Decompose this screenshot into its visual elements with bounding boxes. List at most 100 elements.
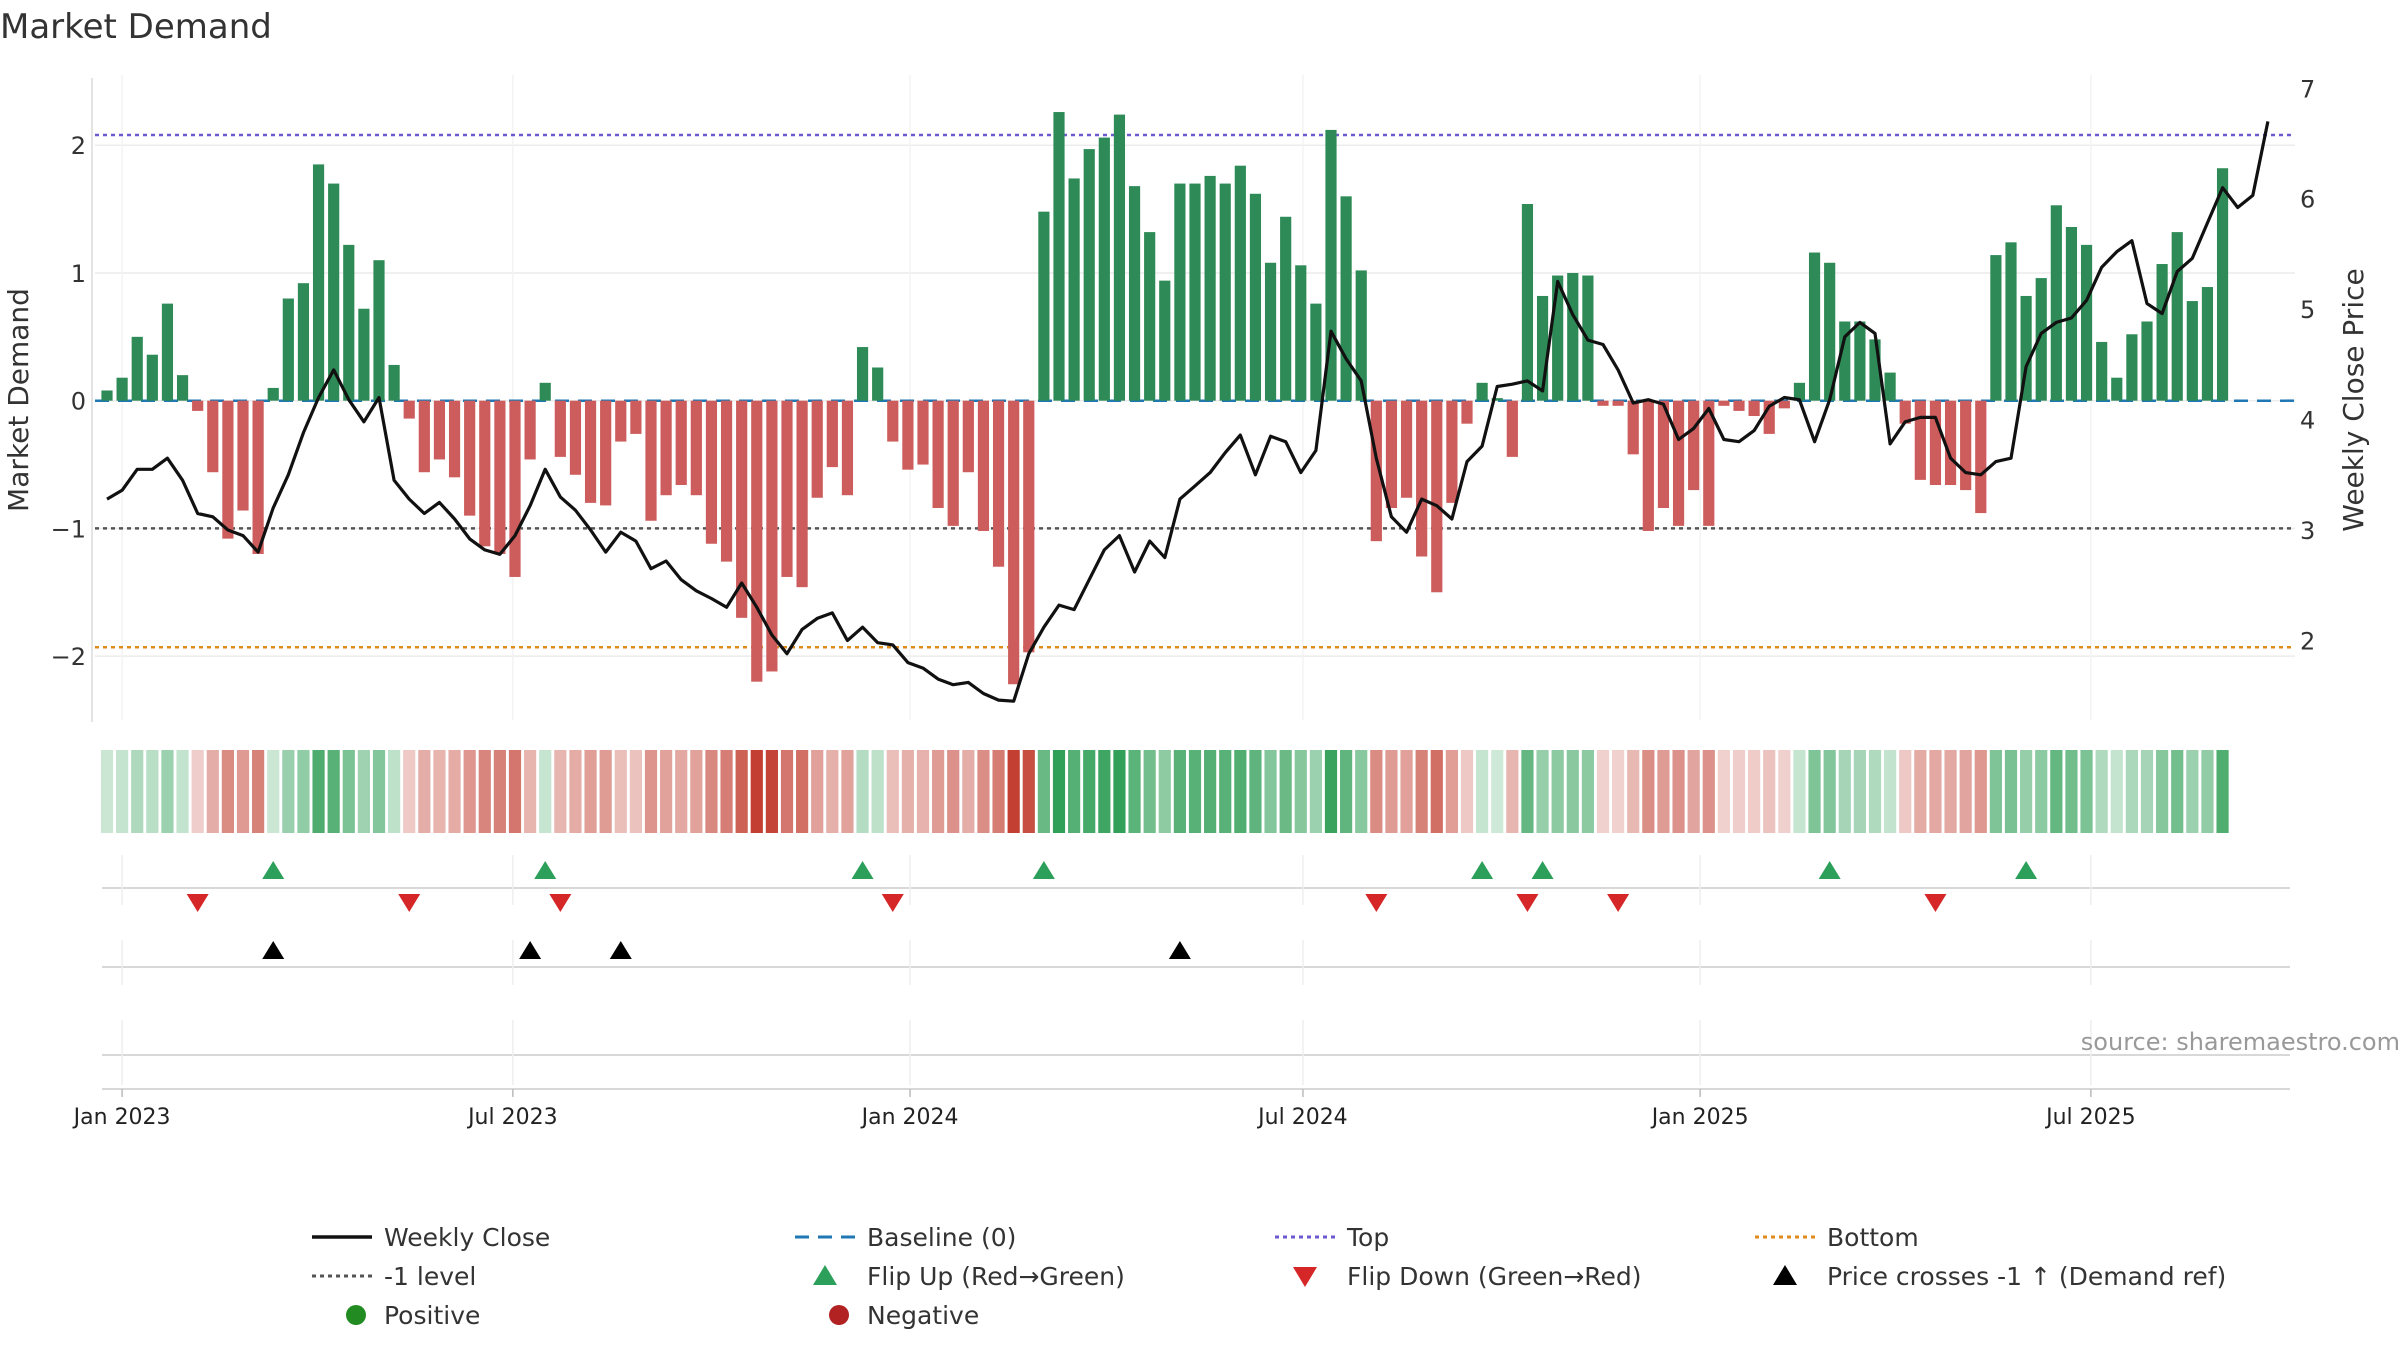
negative-bar (1899, 400, 1911, 424)
y2-tick-label: 6 (2300, 186, 2315, 214)
x-tick-label: Jan 2024 (860, 1105, 959, 1130)
heat-cell (977, 750, 990, 833)
positive-bar (1249, 193, 1262, 401)
negative-bar (1506, 400, 1518, 457)
heat-cell (1460, 750, 1474, 833)
heat-cell (1642, 750, 1655, 833)
negative-bar (222, 400, 234, 539)
reference-lines (95, 133, 2295, 649)
heat-cell (947, 750, 960, 833)
negative-bar (207, 400, 219, 473)
heat-cell (176, 750, 189, 833)
legend-label: Positive (384, 1301, 480, 1330)
heat-cell (2125, 750, 2138, 833)
heat-cell (1264, 750, 1277, 833)
heat-cell (1385, 750, 1398, 833)
positive-bar (2201, 287, 2214, 401)
heat-cell (1732, 750, 1746, 833)
heat-cell (2020, 750, 2033, 833)
positive-bar (1793, 382, 1806, 401)
negative-bar (479, 400, 491, 547)
positive-bar (2126, 334, 2138, 401)
negative-bar (675, 400, 687, 485)
y2-tick-label: 3 (2300, 517, 2315, 545)
negative-bar (932, 400, 944, 508)
heat-cell (1430, 750, 1443, 833)
negative-bar (1718, 400, 1730, 406)
legend-label: Bottom (1827, 1223, 1919, 1252)
negative-bar (418, 400, 430, 473)
heat-cell (116, 750, 129, 833)
heat-cell (1566, 750, 1579, 833)
heat-cell (2171, 750, 2184, 833)
heat-cell (629, 750, 642, 833)
negative-bar (1642, 400, 1654, 531)
heat-cell (554, 750, 567, 833)
heat-cell (2050, 750, 2063, 833)
x-axis: Jan 2023 Jul 2023 Jan 2024 Jul 2024 Jan 2025… (72, 1089, 2136, 1130)
negative-bar (252, 400, 264, 554)
negative-bar (1914, 400, 1926, 480)
positive-bar (1536, 295, 1549, 401)
event-markers (102, 855, 2290, 1090)
negative-bar (1975, 400, 1987, 514)
demand-heat-strip (100, 750, 2229, 833)
positive-bar (1219, 183, 1231, 401)
negative-bar (720, 400, 733, 562)
heat-cell (1370, 750, 1383, 833)
flip-down-marker (186, 894, 209, 912)
flip-up-marker (534, 861, 557, 879)
positive-bar (282, 298, 294, 401)
heat-cell (1838, 750, 1851, 833)
positive-bar (1521, 204, 1534, 401)
legend-label: Top (1346, 1223, 1389, 1252)
heat-cell (705, 750, 718, 833)
heat-cell (735, 750, 748, 833)
positive-bar (1854, 321, 1866, 401)
positive-bar (131, 336, 143, 401)
y-tick-label: 1 (71, 260, 86, 288)
positive-bar (1204, 175, 1216, 401)
positive-bar (1159, 280, 1171, 401)
heat-cell (1823, 750, 1836, 833)
heat-cell (478, 750, 491, 833)
negative-bar (584, 400, 597, 503)
heat-cell (1234, 750, 1247, 833)
positive-bar (1869, 339, 1881, 401)
positive-bar (2035, 278, 2047, 401)
positive-bar (2141, 321, 2153, 401)
positive-bar (2156, 264, 2168, 401)
heat-cell (252, 750, 265, 833)
positive-bar (1884, 372, 1896, 401)
heat-cell (720, 750, 733, 833)
heat-cell (267, 750, 280, 833)
heat-cell (841, 750, 854, 833)
heat-cell (1158, 750, 1171, 833)
positive-bar (388, 364, 400, 401)
heat-cell (1581, 750, 1594, 833)
heat-cell (342, 750, 355, 833)
negative-bar (796, 400, 808, 588)
positive-bar (1234, 165, 1246, 401)
flip-down-marker (1516, 894, 1539, 912)
negative-bar (645, 400, 657, 521)
positive-bar (343, 244, 355, 401)
chart-title: Market Demand (0, 7, 272, 47)
positive-bar (1808, 252, 1821, 401)
negative-bar (1612, 400, 1624, 406)
heat-cell (1778, 750, 1791, 833)
heat-cell (826, 750, 839, 833)
heat-cell (1309, 750, 1322, 833)
legend-label: Baseline (0) (867, 1223, 1016, 1252)
heat-cell (191, 750, 204, 833)
heat-cell (1355, 750, 1368, 833)
heat-cell (1959, 750, 1972, 833)
flip-down-marker (549, 894, 572, 912)
heat-cell (1596, 750, 1610, 833)
negative-bar (1763, 400, 1775, 434)
negative-bar (1446, 400, 1458, 503)
heat-cell (1914, 750, 1927, 833)
heat-cell (1128, 750, 1141, 833)
heat-cell (1113, 750, 1126, 833)
